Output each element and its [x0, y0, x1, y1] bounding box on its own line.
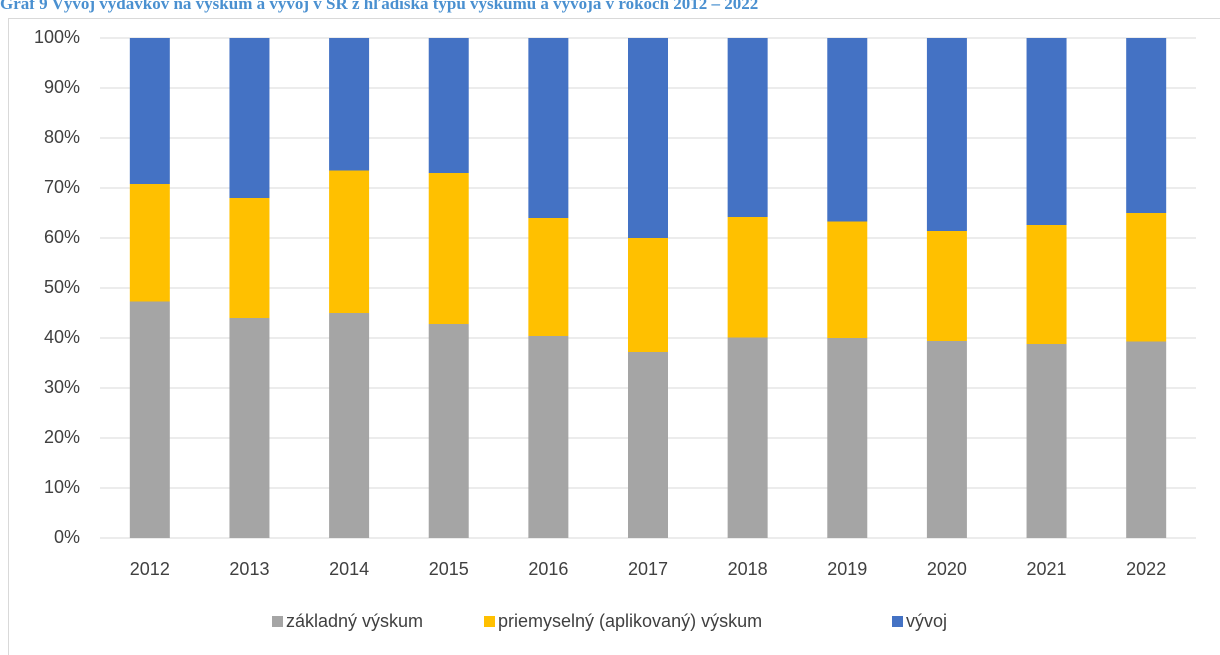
bar-segment — [827, 338, 868, 538]
bar-segment — [827, 38, 868, 222]
bar-segment — [827, 221, 868, 338]
x-tick-label: 2020 — [927, 559, 967, 579]
bar-segment — [329, 38, 370, 171]
bar-segment — [229, 198, 270, 318]
x-tick-label: 2022 — [1126, 559, 1166, 579]
bar-segment — [129, 301, 170, 538]
bar-segment — [727, 337, 768, 538]
bar-segment — [1126, 341, 1167, 538]
y-tick-label: 30% — [44, 377, 80, 397]
bar-segment — [528, 336, 569, 538]
y-tick-label: 50% — [44, 277, 80, 297]
bar-segment — [628, 238, 668, 352]
y-tick-label: 0% — [54, 527, 80, 547]
x-tick-label: 2013 — [229, 559, 269, 579]
bar-segment — [428, 173, 469, 324]
legend-swatch — [272, 616, 283, 627]
bar-segment — [428, 38, 469, 173]
chart-border — [8, 18, 1220, 655]
y-tick-label: 40% — [44, 327, 80, 347]
bar-segment — [1026, 344, 1067, 538]
legend-swatch — [892, 616, 903, 627]
bar-segment — [329, 313, 370, 538]
y-tick-label: 100% — [34, 27, 80, 47]
y-tick-label: 10% — [44, 477, 80, 497]
bar-segment — [428, 324, 469, 538]
x-tick-label: 2012 — [130, 559, 170, 579]
bar-segment — [926, 38, 967, 231]
x-tick-label: 2021 — [1027, 559, 1067, 579]
bar-segment — [1126, 213, 1167, 342]
legend-swatch — [484, 616, 495, 627]
bar-segment — [329, 170, 370, 313]
y-tick-label: 60% — [44, 227, 80, 247]
bar-segment — [1026, 38, 1067, 225]
bar-segment — [628, 38, 668, 238]
chart-title: Graf 9 Vývoj výdavkov na výskum a vývoj … — [0, 0, 758, 13]
bar-segment — [528, 218, 569, 336]
y-tick-label: 90% — [44, 77, 80, 97]
x-tick-label: 2018 — [728, 559, 768, 579]
legend-label: priemyselný (aplikovaný) výskum — [498, 611, 762, 631]
x-tick-label: 2015 — [429, 559, 469, 579]
y-tick-label: 80% — [44, 127, 80, 147]
legend-label: vývoj — [906, 611, 947, 631]
bar-segment — [727, 217, 768, 338]
bar-segment — [926, 341, 967, 538]
bar-segment — [129, 38, 170, 184]
x-tick-label: 2014 — [329, 559, 369, 579]
y-tick-label: 20% — [44, 427, 80, 447]
x-tick-label: 2016 — [528, 559, 568, 579]
bar-segment — [628, 352, 668, 538]
bar-segment — [926, 231, 967, 341]
y-tick-label: 70% — [44, 177, 80, 197]
bar-segment — [1126, 38, 1167, 213]
bar-segment — [1026, 225, 1067, 344]
bar-segment — [229, 38, 270, 198]
legend-label: základný výskum — [286, 611, 423, 631]
bar-segment — [229, 318, 270, 538]
bar-segment — [129, 184, 170, 302]
x-tick-label: 2017 — [628, 559, 668, 579]
bar-segment — [727, 38, 768, 217]
x-tick-label: 2019 — [827, 559, 867, 579]
bar-segment — [528, 38, 569, 218]
